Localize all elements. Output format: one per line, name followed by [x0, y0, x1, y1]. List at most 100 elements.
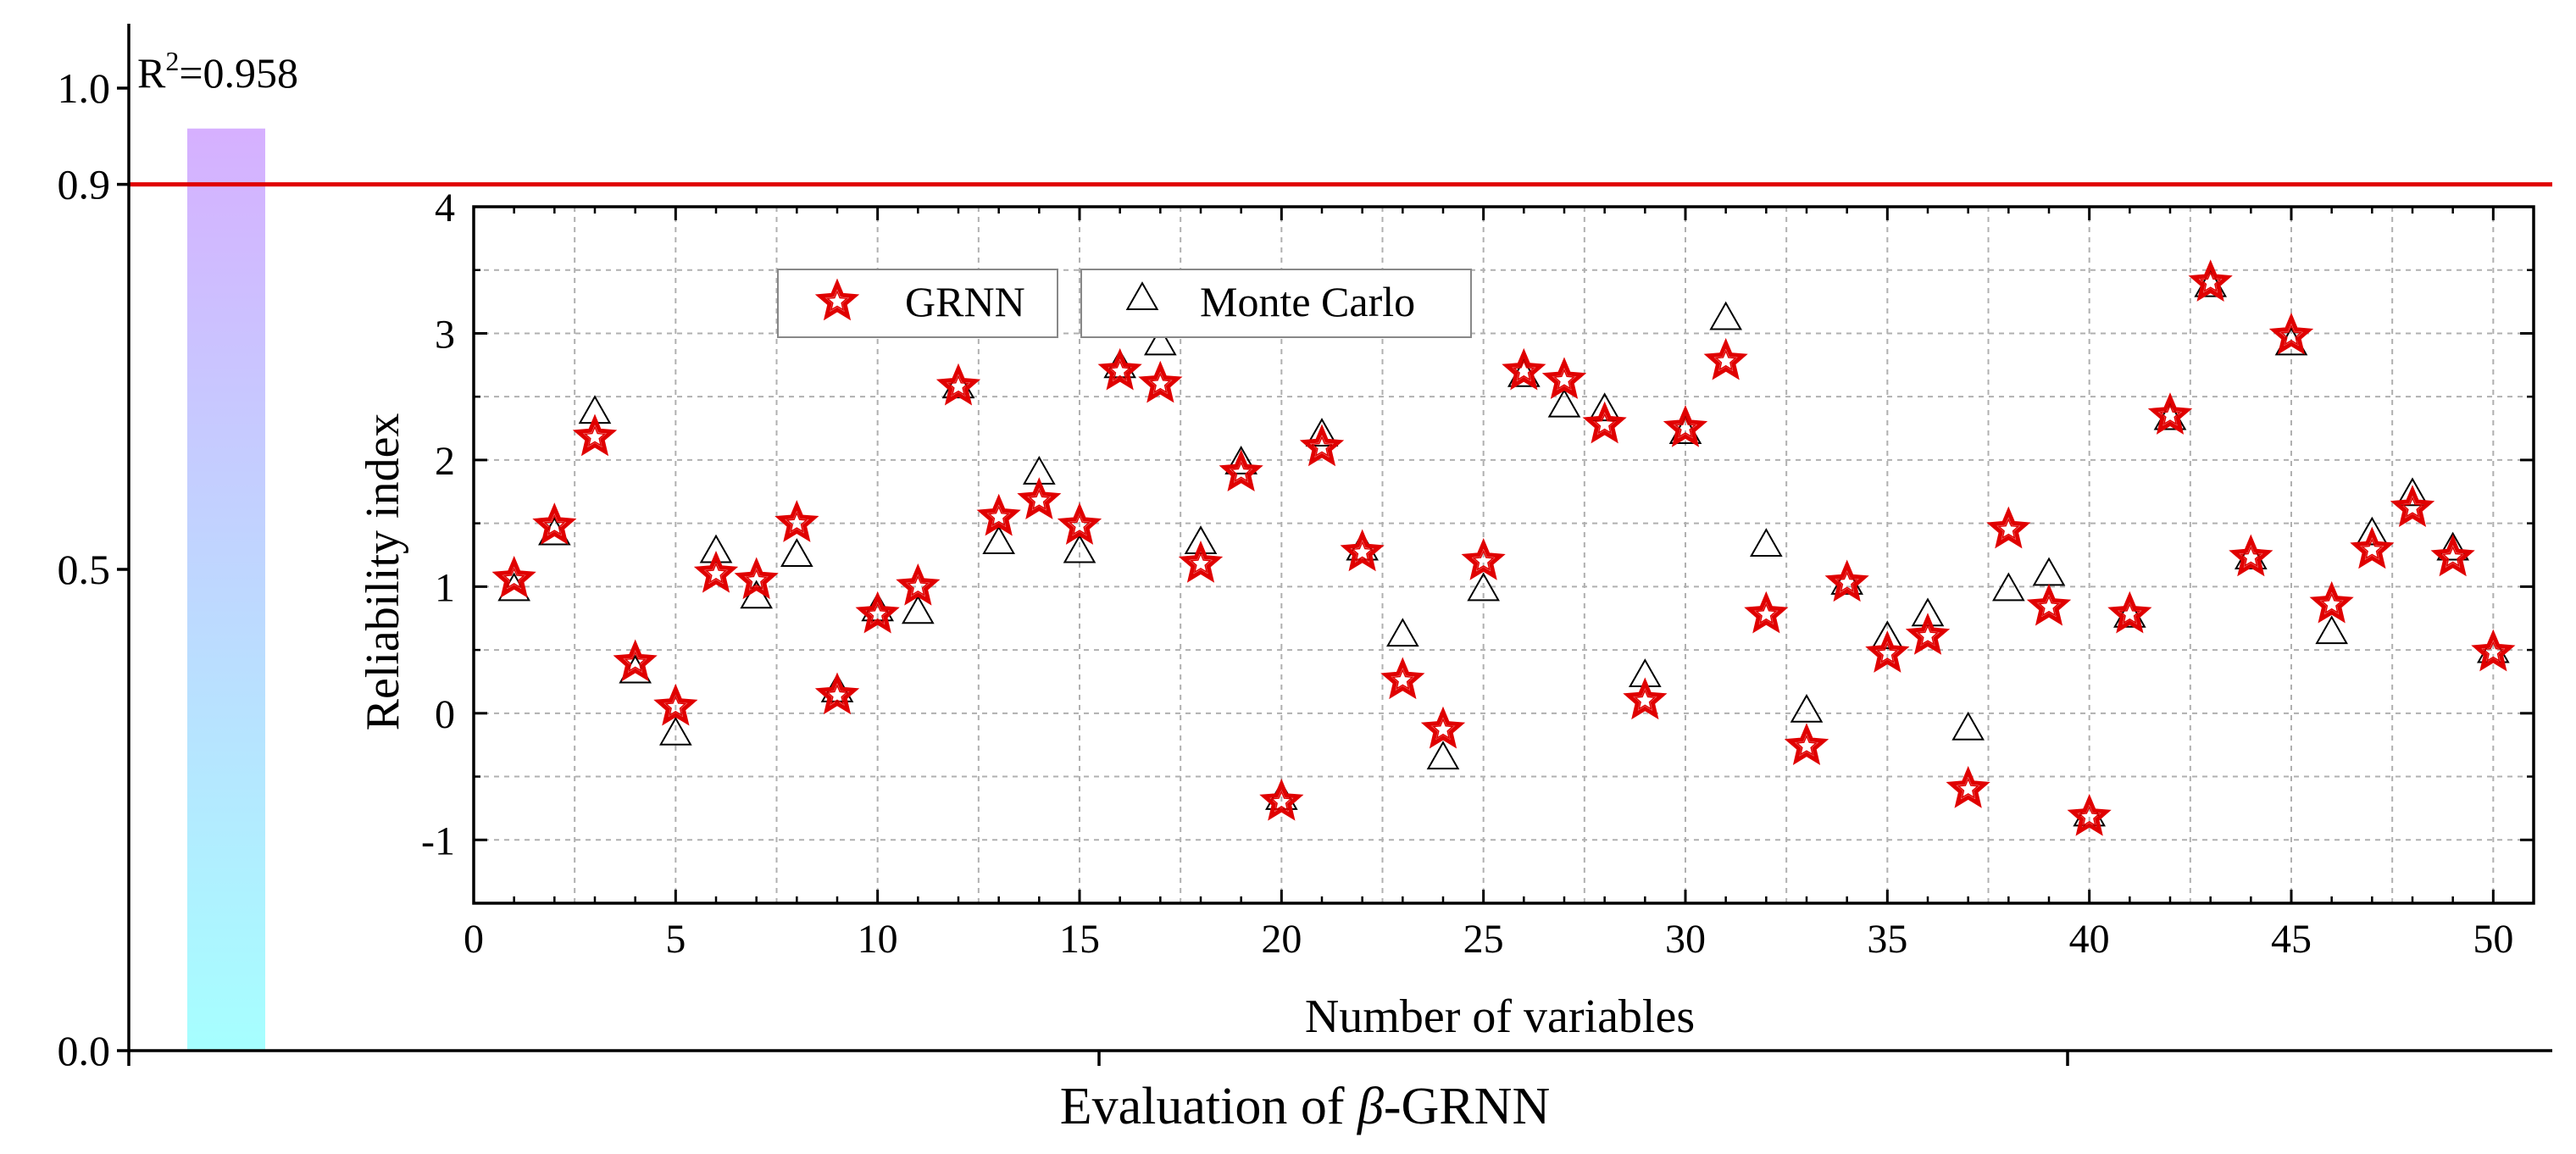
grnn-point-41: [2107, 591, 2152, 634]
grnn-point-8: [774, 500, 819, 542]
grnn-point-30-inner: [1674, 416, 1697, 438]
grnn-point-44-outer: [2229, 534, 2273, 577]
grnn-point-38-inner: [1997, 518, 2020, 540]
legend-label-grnn: GRNN: [905, 278, 1025, 325]
grnn-point-40-inner: [2078, 805, 2101, 827]
grnn-point-35-outer: [1865, 630, 1910, 673]
x-tick-label-25: 25: [1463, 917, 1504, 962]
monte-carlo-point-8: [780, 538, 813, 567]
legend-marker-grnn: [814, 278, 860, 321]
grnn-point-46-inner: [2320, 592, 2343, 614]
monte-carlo-point-23: [1386, 618, 1419, 647]
grnn-point-3-outer: [572, 413, 618, 457]
x-tick-label-40: 40: [2069, 917, 2110, 962]
grnn-point-49-inner: [2441, 546, 2464, 568]
grnn-point-37-inner: [1957, 777, 1979, 799]
grnn-point-7-inner: [745, 569, 768, 591]
grnn-point-3-inner: [583, 425, 607, 447]
grnn-point-28-outer: [1582, 401, 1627, 444]
grnn-point-42-outer: [2147, 392, 2193, 435]
grnn-point-24-inner: [1431, 718, 1455, 740]
grnn-point-33-outer: [1784, 723, 1829, 765]
grnn-point-11-inner: [907, 574, 930, 596]
grnn-point-17-inner: [1149, 372, 1172, 394]
grnn-point-40-outer: [2067, 793, 2112, 836]
grnn-point-5-outer: [653, 683, 698, 726]
grnn-point-1-inner: [502, 567, 525, 589]
grnn-point-18: [1178, 541, 1224, 583]
monte-carlo-point-46: [2315, 615, 2348, 645]
grnn-point-41-inner: [2118, 602, 2141, 624]
x-tick-label-45: 45: [2271, 917, 2312, 962]
grnn-point-26-outer: [1502, 347, 1546, 391]
grnn-point-8-inner: [786, 511, 808, 533]
grnn-point-37-outer: [1946, 766, 1990, 808]
grnn-point-34: [1824, 559, 1869, 602]
x-tick-label-30: 30: [1665, 917, 1706, 962]
grnn-point-27-outer: [1541, 357, 1587, 399]
grnn-point-38: [1986, 506, 2031, 549]
grnn-point-18-outer: [1178, 541, 1224, 583]
grnn-point-36-inner: [1916, 624, 1940, 646]
grnn-point-37: [1946, 766, 1990, 808]
grnn-point-7: [734, 557, 779, 600]
outer-bar-chart: 0.00.50.91.0 R2=0.958 Evaluation of β-GR…: [58, 24, 2552, 1135]
grnn-point-11-outer: [896, 563, 941, 606]
monte-carlo-point-25: [1467, 572, 1500, 602]
grnn-point-28: [1582, 401, 1627, 444]
r2-annotation: R2=0.958: [137, 46, 298, 97]
grnn-point-47-inner: [2361, 538, 2384, 560]
r2-superscript: 2: [165, 46, 179, 76]
grnn-point-25-outer: [1461, 538, 1506, 580]
grnn-point-47-outer: [2350, 526, 2395, 569]
grnn-point-45: [2268, 312, 2314, 355]
grnn-point-2-outer: [532, 502, 577, 545]
grnn-point-25: [1461, 538, 1506, 580]
monte-carlo-point-38: [1992, 572, 2025, 602]
grnn-point-19-outer: [1219, 449, 1263, 492]
grnn-point-46: [2309, 580, 2354, 624]
grnn-point-31-inner: [1714, 349, 1737, 371]
grnn-point-50-outer: [2471, 629, 2516, 672]
legend-box-monte-carlo: [1080, 269, 1472, 338]
inner-ticks: 0 5 10 15 20 25 30 35 40 45 50 -1 0 1 2 3 4: [421, 186, 2534, 962]
grnn-point-46-outer: [2309, 580, 2354, 624]
grnn-point-13: [976, 493, 1021, 536]
inner-plot-frame: [472, 205, 2535, 905]
y-tick-label-0: 0: [435, 692, 455, 737]
monte-carlo-point-31: [1709, 301, 1742, 330]
monte-carlo-point-24: [1426, 741, 1460, 770]
grnn-point-16-inner: [1108, 359, 1131, 381]
grnn-point-8-outer: [774, 500, 819, 542]
outer-x-axis-label: Evaluation of β-GRNN: [1060, 1078, 1550, 1135]
grnn-point-23: [1380, 657, 1425, 700]
outer-y-tick-label-0.0: 0.0: [58, 1027, 111, 1074]
grnn-point-42: [2147, 392, 2193, 435]
grnn-point-15: [1057, 502, 1102, 545]
y-tick-label-4: 4: [435, 186, 455, 230]
legend-label-monte-carlo: Monte Carlo: [1200, 278, 1415, 325]
grnn-point-47: [2350, 526, 2395, 569]
r2-letter: R: [137, 49, 166, 97]
grnn-point-43-inner: [2199, 270, 2222, 292]
x-tick-label-35: 35: [1867, 917, 1907, 962]
grnn-point-45-outer: [2268, 312, 2314, 355]
grnn-point-4-outer: [613, 639, 658, 682]
grnn-point-16-outer: [1097, 347, 1142, 391]
grnn-point-26-inner: [1513, 359, 1535, 381]
grnn-point-17-outer: [1138, 360, 1183, 403]
grnn-point-21-inner: [1310, 436, 1334, 458]
monte-carlo-point-13: [982, 525, 1015, 555]
outer-x-label-suffix: -GRNN: [1384, 1078, 1550, 1135]
grnn-point-23-inner: [1391, 669, 1414, 691]
grnn-point-24: [1420, 706, 1466, 749]
grnn-point-31: [1703, 337, 1748, 380]
monte-carlo-point-47: [2356, 516, 2389, 546]
y-tick-label--1: -1: [421, 818, 455, 863]
inner-x-axis-label: Number of variables: [1305, 990, 1695, 1043]
grnn-point-48-outer: [2390, 485, 2435, 527]
x-tick-label-50: 50: [2473, 917, 2513, 962]
grnn-point-48: [2390, 485, 2435, 527]
grnn-point-4: [613, 639, 658, 682]
grnn-point-38-outer: [1986, 506, 2031, 549]
